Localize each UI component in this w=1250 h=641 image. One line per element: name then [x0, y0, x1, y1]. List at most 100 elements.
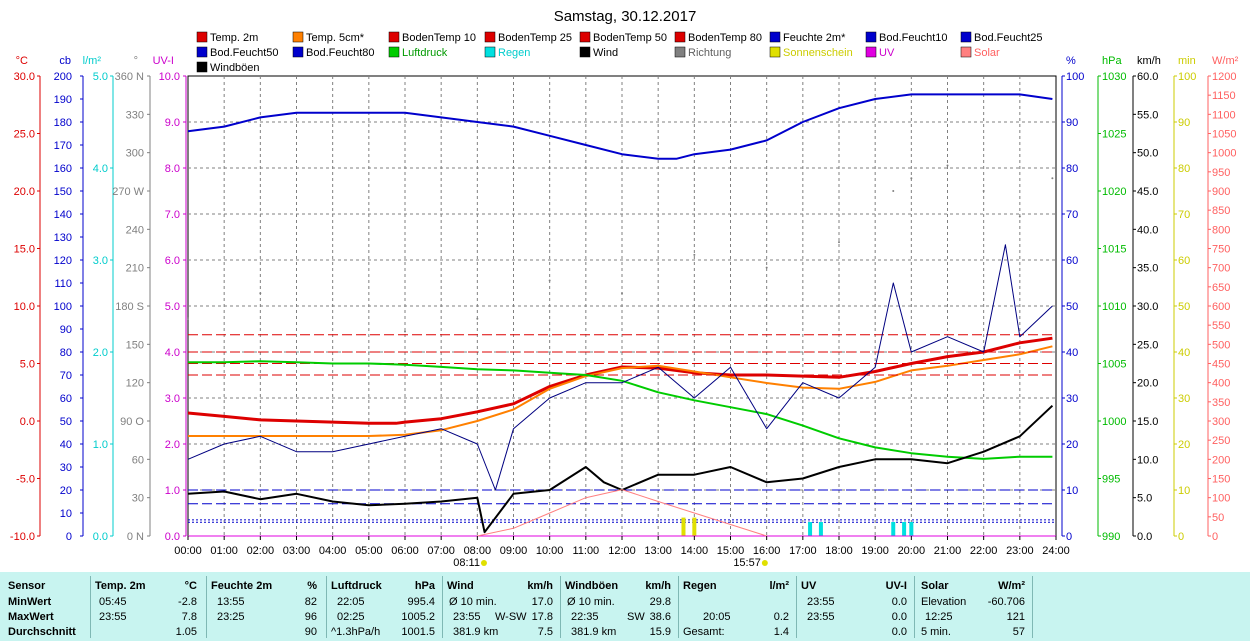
left-axis-tick-label: 4.0 — [165, 347, 180, 359]
direction-point — [910, 177, 913, 180]
right-axis-unit: W/m² — [1212, 55, 1239, 67]
legend-label: Luftdruck — [402, 47, 448, 59]
legend-label: BodenTemp 10 — [402, 32, 476, 44]
right-axis-tick-label: 250 — [1212, 435, 1230, 447]
left-axis-tick-label: 120 — [126, 378, 144, 390]
regen-bar — [818, 522, 823, 536]
legend-swatch — [579, 31, 591, 43]
direction-point — [892, 190, 895, 192]
right-axis-tick-label: 0.0 — [1137, 531, 1152, 543]
separator — [914, 576, 915, 638]
legend-swatch — [196, 46, 208, 58]
wind-min-label: Ø 10 min. — [449, 596, 497, 608]
row-label-max: MaxWert — [8, 611, 54, 623]
pressure-avg-value: 1001.5 — [401, 626, 435, 638]
right-axis-tick-label: 40 — [1066, 347, 1078, 359]
right-axis-tick-label: 650 — [1212, 282, 1230, 294]
legend-swatch — [865, 46, 877, 58]
solar-elevation-label: Elevation — [921, 596, 967, 608]
legend-label: Bod.Feucht50 — [210, 47, 279, 59]
gusts-min-label: Ø 10 min. — [567, 596, 615, 608]
left-axis-tick-label: 1.0 — [165, 485, 180, 497]
right-axis-tick-label: 0 — [1212, 531, 1218, 543]
right-axis-tick-label: 5.0 — [1137, 493, 1152, 505]
legend-swatch — [292, 46, 304, 58]
right-axis-tick-label: 1015 — [1102, 244, 1126, 256]
left-axis-tick-label: -5.0 — [16, 474, 35, 486]
legend-label: Temp. 2m — [210, 32, 258, 44]
gusts-max-direction: SW — [627, 611, 645, 623]
x-axis-tick-label: 17:00 — [789, 545, 817, 557]
right-axis-tick-label: 80 — [1066, 163, 1078, 175]
left-axis-tick-label: 6.0 — [165, 255, 180, 267]
row-label-avg: Durchschnitt — [8, 626, 76, 638]
x-axis-tick-label: 21:00 — [934, 545, 962, 557]
solar-unit: W/m² — [998, 580, 1025, 592]
x-axis-tick-label: 08:00 — [464, 545, 492, 557]
solar-avg-value: 57 — [1012, 626, 1025, 638]
left-axis-tick-label: 0.0 — [165, 531, 180, 543]
right-axis-tick-label: 60.0 — [1137, 71, 1158, 83]
gusts-min-value: 29.8 — [649, 596, 671, 608]
humidity-min-value: 82 — [304, 596, 317, 608]
right-axis-tick-label: 750 — [1212, 244, 1230, 256]
humidity-min-time: 13:55 — [217, 596, 245, 608]
legend-swatch — [960, 31, 972, 43]
right-axis-tick-label: 1010 — [1102, 301, 1126, 313]
pressure-max-time: 02:25 — [337, 611, 365, 623]
left-axis-tick-label: 110 — [54, 278, 72, 290]
stats-panel: Sensor MinWert MaxWert Durchschnitt Temp… — [0, 572, 1250, 641]
left-axis-tick-label: 120 — [54, 255, 72, 267]
direction-point — [693, 253, 696, 256]
right-axis-tick-label: 1150 — [1212, 90, 1236, 102]
left-axis-tick-label: 0 N — [127, 531, 144, 543]
regen-bar — [808, 522, 813, 536]
gusts-unit: km/h — [645, 580, 671, 592]
right-axis-unit: km/h — [1137, 55, 1161, 67]
rain-header: Regen — [683, 580, 717, 592]
wind-distance: 381.9 km — [453, 626, 499, 638]
temp-max-time: 23:55 — [99, 611, 127, 623]
direction-point — [946, 164, 949, 167]
right-axis-tick-label: 90 — [1178, 117, 1190, 129]
humidity-unit: % — [307, 580, 317, 592]
solar-max-time: 12:25 — [925, 611, 953, 623]
feuchte-2m-line — [187, 93, 1053, 160]
left-axis-tick-label: 10 — [60, 508, 72, 520]
right-axis-tick-label: 100 — [1066, 71, 1084, 83]
pressure-min-value: 995.4 — [407, 596, 435, 608]
right-axis-tick-label: 1020 — [1102, 186, 1126, 198]
wind-max-time: 23:55 — [453, 611, 481, 623]
humidity-max-value: 96 — [304, 611, 317, 623]
row-label-min: MinWert — [8, 596, 52, 608]
right-axis-tick-label: 1200 — [1212, 71, 1236, 83]
humidity-header: Feuchte 2m — [211, 580, 273, 592]
left-axis-tick-label: 2.0 — [93, 347, 108, 359]
legend-swatch — [196, 61, 208, 73]
right-axis-unit: % — [1066, 55, 1076, 67]
right-axis-tick-label: 10.0 — [1137, 454, 1158, 466]
legend-label: BodenTemp 25 — [498, 32, 572, 44]
left-axis-tick-label: 60 — [132, 454, 144, 466]
right-axis-tick-label: 60 — [1066, 255, 1078, 267]
uv-max-value: 0.0 — [891, 611, 907, 623]
gusts-header: Windböen — [565, 580, 619, 592]
right-axis-tick-label: 950 — [1212, 167, 1230, 179]
right-axis-tick-label: 35.0 — [1137, 263, 1158, 275]
legend-label: Bod.Feucht25 — [974, 32, 1043, 44]
left-axis-tick-label: 2.0 — [165, 439, 180, 451]
left-axis-tick-label: 70 — [60, 370, 72, 382]
left-axis-tick-label: 3.0 — [93, 255, 108, 267]
temp-min-time: 05:45 — [99, 596, 127, 608]
left-axis-tick-label: 240 — [126, 224, 144, 236]
right-axis-tick-label: 80 — [1178, 163, 1190, 175]
right-axis-tick-label: 550 — [1212, 320, 1230, 332]
pressure-max-value: 1005.2 — [401, 611, 435, 623]
right-axis-tick-label: 40.0 — [1137, 224, 1158, 236]
wind-avg-value: 7.5 — [537, 626, 553, 638]
left-axis-tick-label: 60 — [60, 393, 72, 405]
sensor-header: Sensor — [8, 580, 46, 592]
right-axis-tick-label: 350 — [1212, 397, 1230, 409]
weather-chart: Samstag, 30.12.2017 Temp. 2m Temp. 5cm* Bo… — [10, 8, 1239, 569]
temp-avg-value: 1.05 — [175, 626, 197, 638]
